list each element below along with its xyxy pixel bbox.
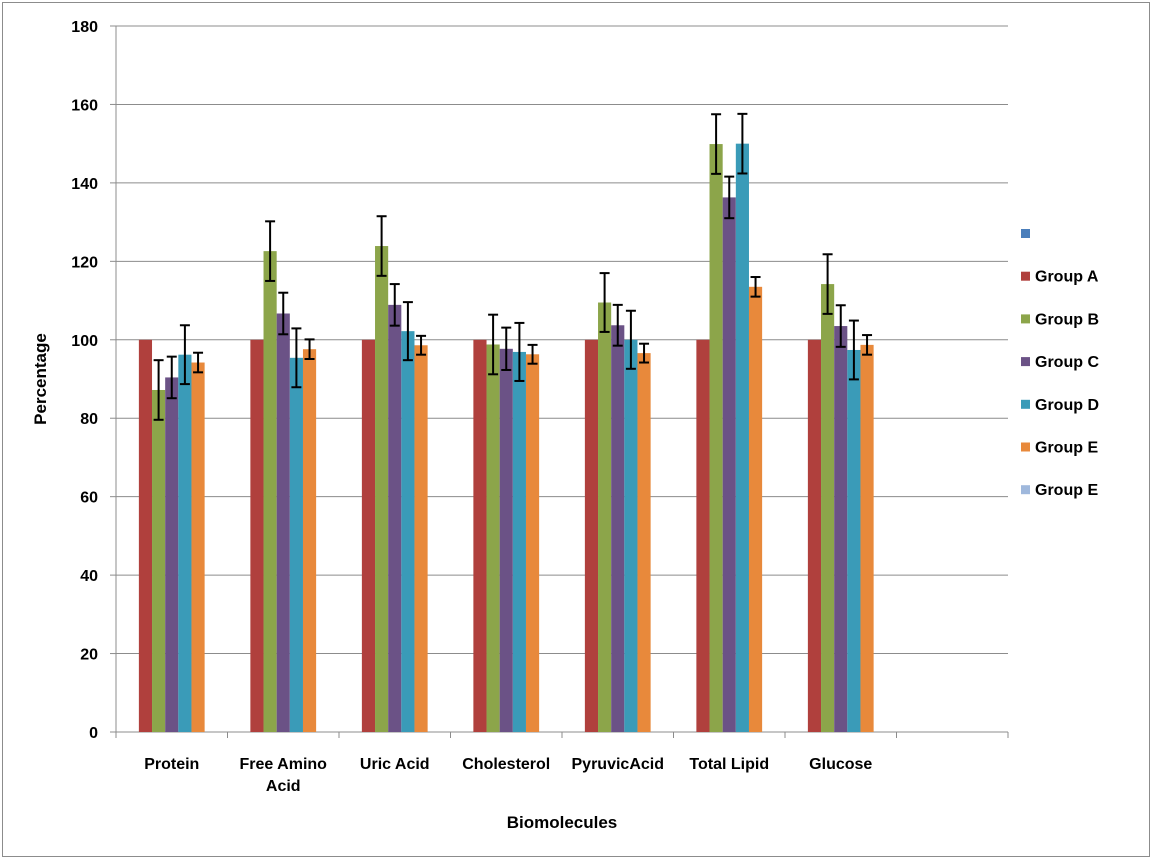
bar	[709, 144, 723, 732]
legend-swatch	[1021, 399, 1030, 409]
bar	[584, 339, 599, 732]
bar	[152, 389, 166, 732]
x-tick-label: Acid	[266, 778, 301, 795]
legend-swatch	[1021, 314, 1030, 324]
legend-label: Group D	[1035, 397, 1099, 414]
y-axis-title: Percentage	[31, 333, 50, 425]
bar	[178, 354, 192, 732]
x-tick-label: Protein	[144, 756, 199, 773]
y-tick-label: 140	[71, 176, 98, 193]
legend-swatch	[1021, 357, 1030, 367]
bar	[821, 284, 835, 732]
bar	[637, 353, 651, 732]
bar	[414, 345, 428, 732]
bar	[138, 339, 153, 732]
bar	[276, 313, 290, 732]
x-tick-label: Free Amino	[240, 756, 328, 773]
bar	[598, 302, 612, 732]
bar	[191, 362, 205, 732]
y-tick-label: 0	[89, 725, 98, 742]
bar	[165, 377, 179, 732]
legend-label: Group A	[1035, 269, 1099, 286]
y-tick-label: 60	[80, 490, 98, 507]
legend-swatch	[1021, 229, 1030, 238]
legend-swatch	[1021, 485, 1030, 495]
y-tick-label: 100	[71, 333, 98, 350]
y-tick-label: 80	[80, 411, 98, 428]
bar	[525, 354, 540, 732]
bar	[499, 348, 513, 732]
bar	[748, 286, 763, 732]
legend-swatch	[1021, 271, 1030, 281]
bar	[512, 351, 526, 732]
legend-swatch	[1021, 442, 1030, 452]
bar	[834, 326, 848, 732]
bar	[302, 349, 317, 732]
bar	[388, 304, 402, 732]
legend-label: Group B	[1035, 311, 1099, 328]
y-tick-label: 120	[71, 254, 98, 271]
bar	[289, 357, 303, 732]
bar	[263, 251, 277, 732]
y-tick-label: 20	[80, 647, 98, 664]
x-tick-label: Cholesterol	[462, 756, 550, 773]
legend-label: Group C	[1035, 354, 1099, 371]
x-tick-label: Total Lipid	[689, 756, 769, 773]
bar	[361, 339, 376, 732]
x-tick-label: Glucose	[809, 756, 872, 773]
y-tick-label: 160	[71, 97, 98, 114]
legend-label: Group E	[1035, 482, 1098, 499]
bar	[473, 339, 487, 732]
bar	[375, 246, 389, 732]
bar	[611, 325, 625, 732]
bar	[860, 344, 874, 732]
bar	[722, 197, 736, 732]
bar	[696, 339, 710, 732]
x-tick-label: PyruvicAcid	[572, 756, 664, 773]
x-tick-label: Uric Acid	[360, 756, 430, 773]
bar	[807, 339, 822, 732]
bar	[735, 143, 749, 732]
x-axis-title: Biomolecules	[507, 813, 618, 832]
bar	[847, 349, 861, 732]
bar	[486, 344, 500, 732]
y-tick-label: 40	[80, 568, 98, 585]
bar	[624, 339, 638, 732]
y-tick-label: 180	[71, 19, 98, 36]
bar	[401, 331, 415, 732]
legend-label: Group E	[1035, 440, 1098, 457]
bar	[250, 339, 264, 732]
